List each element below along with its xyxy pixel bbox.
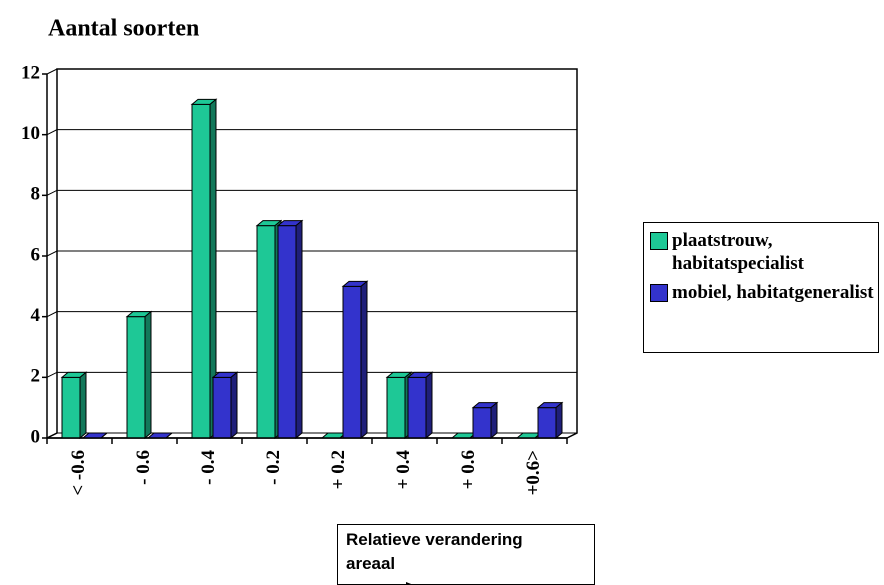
bar-side [79, 371, 87, 440]
legend-item: mobiel, habitatgeneralist [648, 281, 874, 304]
bar-front [212, 376, 232, 439]
x-tick-label: - 0.4 [198, 450, 219, 485]
chart-title: Aantal soorten [48, 16, 199, 42]
bar-front [472, 407, 492, 439]
bar-side [490, 401, 498, 440]
y-tick-label: 10 [21, 123, 40, 144]
arrow [406, 581, 415, 585]
legend-item: plaatstrouw, habitatspecialist [648, 229, 874, 275]
legend-label: mobiel, habitatgeneralist [672, 282, 874, 303]
x-tick-label: + 0.4 [393, 450, 414, 490]
bar [255, 219, 283, 440]
x-axis-label: Relatieve verandering areaal [346, 530, 523, 573]
bar [385, 371, 413, 440]
grid-line [46, 311, 577, 318]
legend: plaatstrouw, habitatspecialist mobiel, ha… [643, 222, 879, 353]
legend-swatch [650, 232, 668, 250]
x-tick-label: + 0.2 [328, 450, 349, 489]
x-tick-label: < -0.6 [68, 450, 89, 496]
legend-swatch [650, 284, 668, 302]
bar [276, 219, 304, 440]
bar-front [61, 376, 81, 439]
bar [190, 98, 218, 440]
bar [341, 280, 369, 440]
bar [211, 371, 239, 440]
bar-side [165, 432, 173, 439]
bar [406, 371, 434, 440]
x-tick-label: - 0.6 [133, 450, 154, 485]
grid-line [46, 250, 577, 257]
bar-front [342, 285, 362, 439]
bar [471, 401, 499, 440]
grid-line [46, 68, 577, 75]
bar-front [277, 225, 297, 439]
y-tick-label: 2 [31, 366, 41, 387]
legend-label: plaatstrouw, habitatspecialist [672, 230, 804, 274]
bar-side [100, 432, 108, 439]
y-tick-label: 6 [31, 244, 41, 265]
bar-side [555, 401, 563, 440]
bar-front [191, 103, 211, 439]
bar-side [295, 219, 303, 440]
y-tick-label: 12 [21, 62, 40, 83]
bar [536, 401, 564, 440]
bar-front [386, 376, 406, 439]
bar-front [537, 407, 557, 439]
bar-front [126, 316, 146, 439]
bar [125, 310, 153, 440]
bar-front [256, 225, 276, 439]
y-tick-label: 8 [31, 184, 41, 205]
bar-side [230, 371, 238, 440]
bar [60, 371, 88, 440]
grid-line [46, 189, 577, 196]
x-axis-label-box: Relatieve verandering areaal [337, 524, 595, 585]
y-tick-label: 0 [31, 426, 41, 447]
bar-side [360, 280, 368, 440]
x-tick-label: +0.6> [523, 450, 544, 495]
bar-side [144, 310, 152, 440]
x-tick-label: + 0.6 [458, 450, 479, 489]
x-tick-label: - 0.2 [263, 450, 284, 485]
y-tick-label: 4 [31, 305, 41, 326]
grid-line [46, 129, 577, 136]
bar-side [425, 371, 433, 440]
bar-front [407, 376, 427, 439]
